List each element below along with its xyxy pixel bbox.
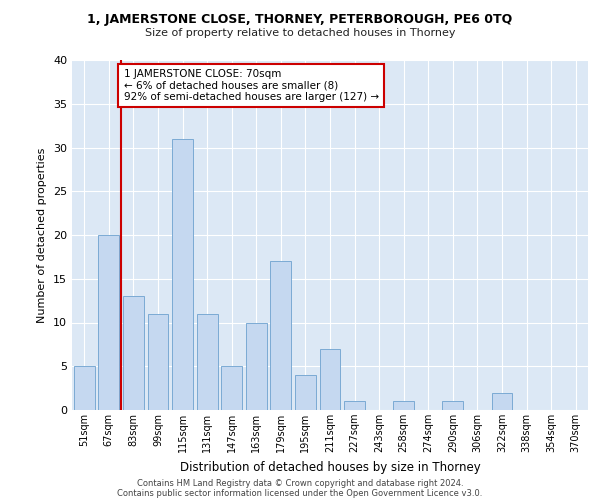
Bar [320, 349, 340, 410]
Bar [491, 392, 512, 410]
Bar [98, 235, 119, 410]
Bar [295, 375, 316, 410]
Bar [148, 314, 169, 410]
Bar [246, 322, 267, 410]
Bar [197, 314, 218, 410]
Bar [271, 261, 292, 410]
Text: 1 JAMERSTONE CLOSE: 70sqm
← 6% of detached houses are smaller (8)
92% of semi-de: 1 JAMERSTONE CLOSE: 70sqm ← 6% of detach… [124, 69, 379, 102]
Bar [123, 296, 144, 410]
Bar [393, 401, 414, 410]
Bar [221, 366, 242, 410]
Text: Size of property relative to detached houses in Thorney: Size of property relative to detached ho… [145, 28, 455, 38]
Bar [344, 401, 365, 410]
Text: Contains HM Land Registry data © Crown copyright and database right 2024.: Contains HM Land Registry data © Crown c… [137, 478, 463, 488]
X-axis label: Distribution of detached houses by size in Thorney: Distribution of detached houses by size … [179, 460, 481, 473]
Bar [172, 139, 193, 410]
Y-axis label: Number of detached properties: Number of detached properties [37, 148, 47, 322]
Bar [74, 366, 95, 410]
Text: 1, JAMERSTONE CLOSE, THORNEY, PETERBOROUGH, PE6 0TQ: 1, JAMERSTONE CLOSE, THORNEY, PETERBOROU… [88, 12, 512, 26]
Text: Contains public sector information licensed under the Open Government Licence v3: Contains public sector information licen… [118, 488, 482, 498]
Bar [442, 401, 463, 410]
